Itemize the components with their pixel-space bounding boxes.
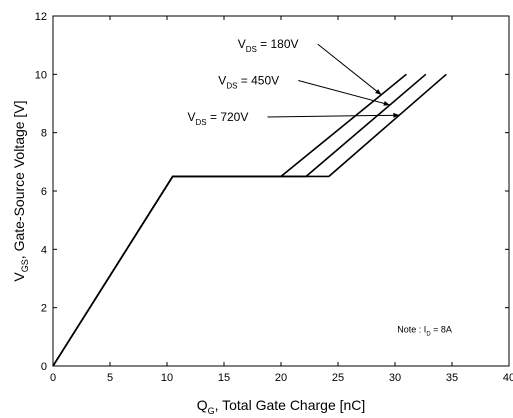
- label-leader-lines: [267, 43, 400, 118]
- x-tick-label: 35: [446, 372, 458, 384]
- x-axis-label: QG, Total Gate Charge [nC]: [197, 397, 366, 416]
- x-tick-label: 0: [50, 372, 56, 384]
- axis-ticks: 0 5 10 15 20 25 30 35 40 0 2 4 6 8 10 12: [35, 11, 513, 384]
- plot-frame: [52, 15, 510, 367]
- leader-line-0: [317, 43, 382, 96]
- x-tick-label: 20: [275, 372, 287, 384]
- x-tick-label: 30: [389, 372, 401, 384]
- series-label-180v: VDS = 180V: [238, 37, 299, 54]
- series-label-720v: VDS = 720V: [188, 110, 249, 127]
- x-tick-label: 40: [503, 372, 513, 384]
- y-tick-label: 2: [41, 303, 47, 315]
- x-tick-label: 5: [107, 372, 113, 384]
- series-label-450v: VDS = 450V: [218, 74, 279, 91]
- y-tick-label: 6: [41, 186, 47, 198]
- y-tick-label: 10: [35, 69, 47, 81]
- leader-arrowhead-1: [383, 101, 390, 106]
- series-line-2: [52, 73, 447, 367]
- y-tick-label: 0: [41, 361, 47, 373]
- series-lines: [52, 73, 447, 367]
- x-tick-label: 15: [218, 372, 230, 384]
- x-tick-label: 10: [161, 372, 173, 384]
- y-tick-label: 8: [41, 128, 47, 140]
- note-annotation: Note : ID = 8A: [397, 325, 452, 338]
- y-tick-label: 12: [35, 11, 47, 23]
- leader-arrowhead-2: [393, 112, 400, 118]
- x-tick-label: 25: [332, 372, 344, 384]
- y-axis-label: VGS, Gate-Source Voltage [V]: [11, 100, 30, 281]
- leader-arrowhead-0: [375, 89, 382, 95]
- leader-line-1: [298, 80, 391, 106]
- leader-line-2: [267, 114, 400, 118]
- y-tick-label: 4: [41, 244, 47, 256]
